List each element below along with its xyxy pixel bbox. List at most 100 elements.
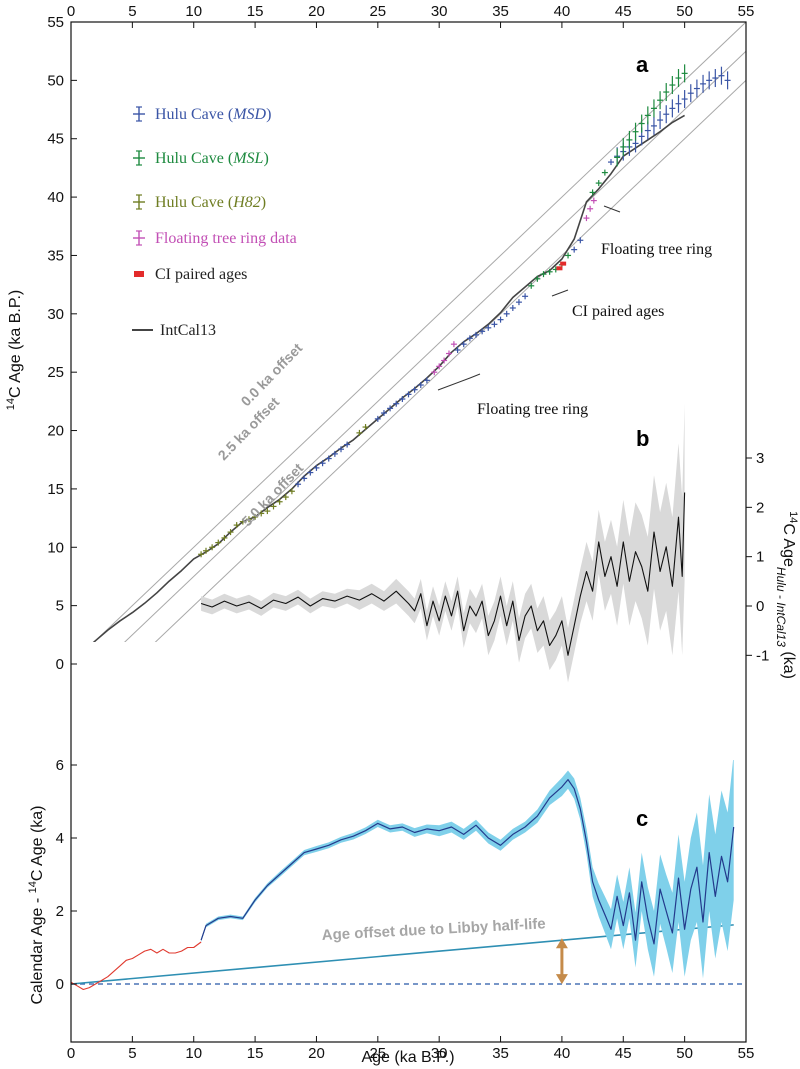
axes: 0055101015152020252530303535404045455050… [47, 3, 754, 1062]
panel-a-series [92, 64, 731, 642]
hulu-offset-line [200, 778, 735, 945]
x-tick-label-top: 0 [67, 3, 75, 20]
libby-offset-label: Age offset due to Libby half-life [321, 915, 546, 944]
y-axis-title-c-sup: 14 [27, 881, 39, 893]
x-tick-label-top: 10 [185, 3, 202, 20]
y-tick-label-a: 55 [47, 14, 64, 31]
y-tick-label-a: 15 [47, 481, 64, 498]
panel-label-c: c [636, 806, 648, 831]
y-axis-title-c: Calendar Age - 14C Age (ka) [27, 805, 46, 1004]
y-tick-label-c: 4 [56, 830, 64, 847]
y-tick-label-b: -1 [756, 647, 769, 664]
ci-paired-age-point [560, 261, 567, 266]
y-axis-title-a-rest: C Age (ka B.P.) [7, 290, 24, 398]
panel-label-b: b [636, 426, 649, 451]
x-tick-label-bottom: 40 [554, 1045, 571, 1062]
x-axis-title: Age (ka B.P.) [361, 1049, 454, 1066]
legend: Hulu Cave (MSD)Hulu Cave (MSL)Hulu Cave … [132, 106, 297, 339]
y-tick-label-a: 30 [47, 306, 64, 323]
x-tick-label-top: 50 [676, 3, 693, 20]
y-tick-label-a: 45 [47, 131, 64, 148]
legend-label: CI paired ages [155, 266, 247, 283]
y-tick-label-a: 25 [47, 364, 64, 381]
x-tick-label-top: 45 [615, 3, 632, 20]
y-axis-title-a-sup: 14 [5, 398, 17, 410]
y-tick-label-a: 10 [47, 539, 64, 556]
y-axis-title-c-pre: Calendar Age - [29, 893, 46, 1004]
x-tick-label-top: 20 [308, 3, 325, 20]
legend-label: Hulu Cave (H82) [155, 194, 266, 211]
y-tick-label-b: 3 [756, 450, 764, 467]
panel-b-plot [200, 403, 686, 683]
legend-label-name: Floating tree ring data [155, 230, 297, 247]
panel-c-plot [71, 760, 746, 991]
y-tick-label-a: 35 [47, 247, 64, 264]
annotation-leader [551, 289, 569, 297]
legend-label-close: ) [261, 194, 266, 211]
legend-label-suffix: H82 [232, 194, 261, 211]
legend-label: Hulu Cave (MSL) [155, 150, 269, 167]
y-tick-label-b: 1 [756, 549, 764, 566]
y-tick-label-a: 0 [56, 656, 64, 673]
difference-line [200, 492, 686, 656]
x-tick-label-top: 30 [431, 3, 448, 20]
x-tick-label-bottom: 0 [67, 1045, 75, 1062]
panel-label-a: a [636, 52, 649, 77]
x-tick-label-top: 25 [369, 3, 386, 20]
legend-label: Floating tree ring data [155, 230, 297, 247]
x-tick-label-bottom: 10 [185, 1045, 202, 1062]
annotation-label: CI paired ages [572, 303, 664, 320]
legend-label-name: Hulu Cave ( [155, 194, 233, 211]
legend-label-name: CI paired ages [155, 266, 247, 283]
panel-b-axis: -1 0 1 2 3 [745, 440, 769, 665]
y-tick-label-a: 20 [47, 423, 64, 440]
intcal13-offset-line [71, 941, 202, 991]
y-tick-label-c: 0 [56, 976, 64, 993]
y-tick-label-c: 2 [56, 903, 64, 920]
x-tick-label-bottom: 25 [369, 1045, 386, 1062]
y-axis-title-a: 14C Age (ka B.P.) [5, 290, 24, 410]
y-axis-title-b: 14C AgeHulu - IntCal13 (ka) [774, 511, 799, 679]
y-axis-title-b-sup: 14 [787, 511, 799, 523]
ci-paired-age-point [556, 266, 563, 271]
x-tick-label-top: 15 [247, 3, 264, 20]
legend-label: Hulu Cave (MSD) [155, 106, 271, 123]
x-tick-label-bottom: 30 [431, 1045, 448, 1062]
panel-c-annotations: Age offset due to Libby half-life [321, 915, 568, 985]
legend-label-suffix: MSL [232, 150, 263, 167]
legend-label-name: IntCal13 [160, 322, 216, 339]
y-tick-label-a: 40 [47, 189, 64, 206]
x-tick-label-bottom: 20 [308, 1045, 325, 1062]
legend-label-close: ) [263, 150, 268, 167]
x-tick-label-bottom: 55 [738, 1045, 755, 1062]
y-tick-label-c: 6 [56, 757, 64, 774]
y-axis-title-b-unit: (ka) [780, 647, 797, 679]
uncertainty-band [201, 760, 734, 979]
y-axis-title-b-sub: Hulu - IntCal13 [774, 567, 788, 647]
legend-label: IntCal13 [160, 322, 216, 339]
x-tick-label-top: 55 [738, 3, 755, 20]
y-tick-label-a: 50 [47, 72, 64, 89]
y-axis-title-c-rest: C Age (ka) [29, 805, 46, 881]
legend-label-suffix: MSD [232, 106, 266, 123]
offset-line [154, 79, 746, 642]
plot-frame [70, 21, 747, 1043]
x-tick-label-top: 35 [492, 3, 509, 20]
legend-square-icon [134, 271, 144, 277]
annotation-label: Floating tree ring [477, 401, 588, 418]
arrow-head-up [555, 938, 568, 949]
x-tick-label-top: 40 [554, 3, 571, 20]
y-tick-label-a: 5 [56, 598, 64, 615]
y-axis-title-b-rest: C Age [780, 523, 797, 567]
y-tick-label-b: 0 [756, 598, 764, 615]
x-tick-label-bottom: 45 [615, 1045, 632, 1062]
x-tick-label-bottom: 15 [247, 1045, 264, 1062]
annotation-leader [603, 205, 621, 213]
x-tick-label-bottom: 5 [128, 1045, 136, 1062]
legend-label-name: Hulu Cave ( [155, 150, 233, 167]
annotation-leader [437, 373, 481, 391]
arrow-head-down [555, 974, 568, 985]
legend-label-close: ) [266, 106, 271, 123]
